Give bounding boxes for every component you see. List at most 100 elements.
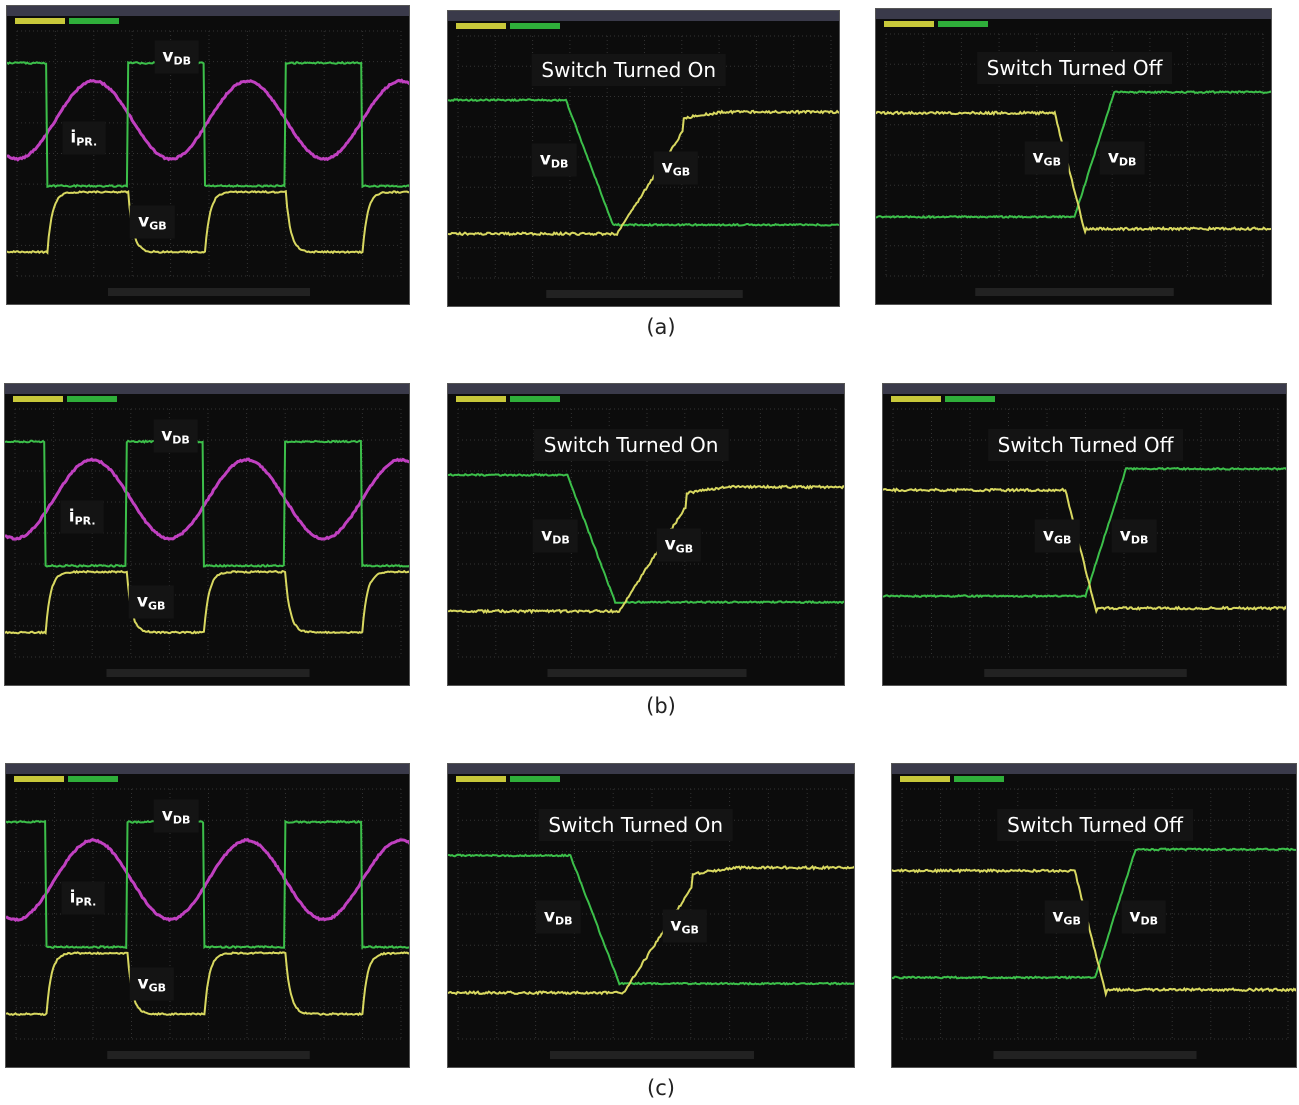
- signal-symbol: v: [662, 158, 673, 178]
- signal-symbol: v: [138, 212, 149, 232]
- header-bar: [876, 9, 1272, 19]
- signal-subscript: DB: [551, 157, 569, 170]
- scope-screen: Switch Turned OffvGBvDB: [875, 8, 1272, 305]
- scope-display: [6, 764, 410, 1068]
- signal-subscript: DB: [1131, 533, 1149, 546]
- signal-subscript: GB: [681, 923, 698, 936]
- signal-subscript: DB: [172, 433, 190, 446]
- header-bar: [7, 6, 410, 16]
- header-bar: [448, 764, 855, 774]
- ch1-badge: [456, 776, 506, 782]
- signal-label: vDB: [1100, 141, 1145, 174]
- signal-symbol: v: [544, 906, 555, 926]
- footer-readout: [546, 290, 743, 298]
- footer-readout: [107, 1051, 310, 1059]
- footer-readout: [994, 1051, 1197, 1059]
- signal-symbol: v: [665, 534, 676, 554]
- signal-subscript: PR.: [75, 515, 96, 528]
- signal-label: vGB: [654, 152, 699, 185]
- signal-subscript: GB: [1054, 533, 1071, 546]
- ch2-badge: [69, 18, 119, 24]
- ch2-badge: [68, 776, 118, 782]
- ch2-badge: [954, 776, 1004, 782]
- ch1-badge: [891, 396, 941, 402]
- panel-title: Switch Turned On: [538, 809, 733, 841]
- scope-screen: vDB iPR. v GB: [4, 383, 410, 686]
- signal-label: vGB: [130, 206, 175, 239]
- subfigure-caption: (a): [646, 315, 675, 339]
- footer-readout: [108, 288, 310, 296]
- footer-readout: [550, 1051, 754, 1059]
- signal-label: iPR.: [61, 501, 104, 534]
- subfigure-caption: (b): [646, 694, 676, 718]
- footer-readout: [984, 669, 1187, 677]
- ch2-badge: [510, 776, 560, 782]
- trace: [448, 99, 840, 225]
- ch1-badge: [456, 23, 506, 29]
- ch2-badge: [510, 396, 560, 402]
- ch1-badge: [15, 18, 65, 24]
- ch2-badge: [945, 396, 995, 402]
- ch1-badge: [900, 776, 950, 782]
- signal-subscript: DB: [1141, 914, 1159, 927]
- signal-subscript: GB: [148, 600, 165, 613]
- panel-title: Switch Turned On: [531, 54, 726, 86]
- trace: [5, 571, 410, 633]
- panel-title: Switch Turned Off: [988, 429, 1184, 461]
- signal-label: vGB: [1024, 141, 1069, 174]
- signal-label: vDB: [153, 419, 198, 452]
- signal-label: vGB: [130, 967, 175, 1000]
- header-bar: [448, 11, 840, 21]
- signal-label: vDB: [532, 143, 577, 176]
- signal-subscript: PR.: [76, 136, 97, 149]
- subfigure-caption: (c): [647, 1076, 675, 1100]
- footer-readout: [107, 669, 310, 677]
- signal-subscript: GB: [676, 542, 693, 555]
- signal-subscript: GB: [673, 166, 690, 179]
- signal-symbol: v: [1120, 525, 1131, 545]
- scope-screen: Switch Turned OffvGBvDB: [891, 763, 1297, 1068]
- signal-label: vDB: [1112, 519, 1157, 552]
- signal-subscript: DB: [1119, 155, 1137, 168]
- signal-symbol: v: [1032, 147, 1043, 167]
- signal-label: vDB: [533, 519, 578, 552]
- ch2-badge: [67, 396, 117, 402]
- trace: [892, 870, 1297, 995]
- signal-subscript: PR.: [75, 896, 96, 909]
- signal-symbol: v: [1129, 906, 1140, 926]
- panel-title: Switch Turned On: [534, 429, 729, 461]
- ch2-badge: [510, 23, 560, 29]
- panel-title: Switch Turned Off: [977, 52, 1173, 84]
- signal-symbol: v: [161, 425, 172, 445]
- signal-label: vGB: [662, 909, 707, 942]
- signal-label: vDB: [1121, 900, 1166, 933]
- signal-subscript: DB: [173, 55, 191, 68]
- header-bar: [448, 384, 845, 394]
- trace: [876, 112, 1272, 232]
- signal-subscript: GB: [149, 981, 166, 994]
- signal-subscript: DB: [173, 813, 191, 826]
- footer-readout: [548, 669, 747, 677]
- scope-screen: vDBiPR.vGB: [6, 5, 410, 305]
- scope-screen: Switch Turned OnvDBvGB: [447, 10, 840, 307]
- signal-symbol: v: [541, 525, 552, 545]
- signal-subscript: DB: [555, 914, 573, 927]
- trace: [883, 489, 1287, 611]
- header-bar: [883, 384, 1287, 394]
- scope-screen: Switch Turned Off v GB vDB: [882, 383, 1287, 686]
- signal-symbol: v: [138, 973, 149, 993]
- header-bar: [5, 384, 410, 394]
- signal-label: vDB: [154, 799, 199, 832]
- signal-label: vDB: [154, 41, 199, 74]
- signal-label: vGB: [1044, 900, 1089, 933]
- scope-display: [7, 6, 410, 305]
- ch1-badge: [13, 396, 63, 402]
- scope-display: [5, 384, 410, 686]
- signal-subscript: GB: [1063, 914, 1080, 927]
- signal-label: iPR.: [62, 122, 105, 155]
- signal-label: vGB: [657, 528, 702, 561]
- signal-label: iPR.: [62, 882, 105, 915]
- ch2-badge: [938, 21, 988, 27]
- footer-readout: [975, 288, 1174, 296]
- header-bar: [6, 764, 410, 774]
